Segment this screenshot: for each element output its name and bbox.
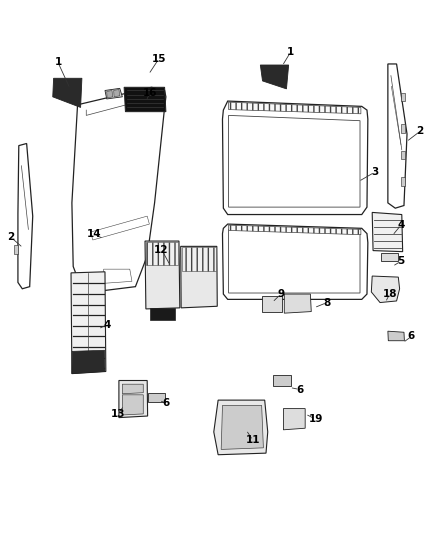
Text: 15: 15 [152, 54, 166, 63]
Text: 4: 4 [397, 220, 405, 230]
Polygon shape [145, 241, 180, 309]
Text: 16: 16 [143, 87, 158, 98]
Text: 4: 4 [103, 320, 110, 330]
Polygon shape [72, 87, 166, 292]
Polygon shape [401, 93, 405, 101]
Polygon shape [124, 87, 166, 112]
Polygon shape [229, 102, 361, 114]
Text: 1: 1 [54, 58, 62, 67]
Text: 2: 2 [417, 126, 424, 136]
Polygon shape [122, 384, 143, 394]
Polygon shape [283, 409, 305, 430]
Polygon shape [388, 331, 404, 341]
Polygon shape [261, 296, 282, 312]
Polygon shape [273, 375, 291, 386]
Polygon shape [401, 124, 405, 133]
Polygon shape [18, 143, 33, 289]
Text: 18: 18 [382, 289, 397, 299]
Text: 3: 3 [371, 167, 378, 177]
Polygon shape [105, 88, 122, 99]
Text: 2: 2 [7, 232, 14, 243]
Text: 9: 9 [277, 289, 284, 299]
Polygon shape [401, 151, 405, 159]
Text: 11: 11 [246, 435, 260, 446]
Polygon shape [122, 395, 143, 415]
Text: 13: 13 [111, 409, 125, 419]
Polygon shape [71, 272, 106, 374]
Polygon shape [284, 294, 311, 313]
Polygon shape [401, 177, 405, 186]
Polygon shape [150, 308, 176, 319]
Polygon shape [229, 225, 361, 235]
Text: 6: 6 [408, 332, 415, 342]
Polygon shape [53, 78, 82, 108]
Polygon shape [91, 216, 149, 240]
Polygon shape [14, 245, 18, 254]
Polygon shape [119, 381, 148, 418]
Polygon shape [381, 253, 398, 261]
Text: 8: 8 [323, 297, 331, 308]
Polygon shape [182, 247, 215, 271]
Polygon shape [388, 64, 407, 208]
Polygon shape [229, 229, 360, 293]
Polygon shape [260, 65, 289, 89]
Polygon shape [102, 269, 132, 284]
Polygon shape [72, 350, 105, 374]
Polygon shape [214, 400, 268, 455]
Text: 5: 5 [397, 256, 405, 266]
Text: 6: 6 [162, 398, 170, 408]
Polygon shape [221, 406, 263, 449]
Text: 12: 12 [154, 245, 169, 255]
Text: 1: 1 [287, 47, 294, 56]
Text: 14: 14 [86, 229, 101, 239]
Polygon shape [148, 393, 165, 402]
Polygon shape [371, 276, 399, 303]
Polygon shape [223, 224, 368, 300]
Polygon shape [181, 246, 217, 308]
Polygon shape [107, 91, 113, 98]
Polygon shape [372, 213, 403, 252]
Polygon shape [146, 242, 178, 265]
Text: 19: 19 [308, 414, 323, 424]
Polygon shape [114, 90, 120, 97]
Polygon shape [229, 115, 360, 207]
Polygon shape [223, 101, 368, 215]
Text: 6: 6 [296, 384, 303, 394]
